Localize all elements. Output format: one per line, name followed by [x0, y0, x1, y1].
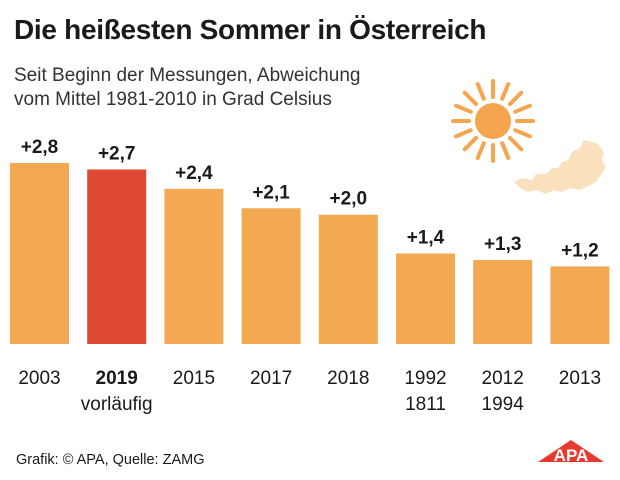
category-label: 2013 [559, 368, 601, 389]
logo-text: APA [554, 446, 589, 465]
category-label: 2019 [96, 368, 138, 389]
bar [318, 214, 378, 344]
data-label: +1,2 [561, 240, 599, 261]
bar [241, 208, 301, 344]
sun-ray [507, 90, 524, 107]
chart-subtitle: Seit Beginn der Messungen, Abweichung vo… [14, 64, 360, 112]
sun-ray [462, 135, 479, 152]
bar [550, 266, 610, 344]
sun-ray [454, 103, 473, 114]
bar [10, 163, 69, 344]
sun-ray [475, 82, 486, 101]
sun-ray [507, 135, 524, 152]
austria-map-icon [514, 140, 606, 194]
category-label-line-2: 1994 [482, 394, 525, 415]
sun-ray [462, 90, 479, 107]
category-label: 2015 [173, 368, 215, 389]
sun-icon [451, 79, 535, 163]
sun-ray [454, 128, 473, 139]
category-label: 2017 [250, 368, 292, 389]
data-label: +2,8 [21, 137, 59, 158]
sun-ray [500, 141, 511, 160]
data-label: +1,4 [407, 228, 445, 249]
data-label: +1,3 [484, 234, 522, 255]
sun-ray [513, 128, 532, 139]
subtitle-line-1: Seit Beginn der Messungen, Abweichung [14, 65, 361, 86]
chart-title: Die heißesten Sommer in Österreich [14, 14, 487, 45]
subtitle-line-2: vom Mittel 1981-2010 in Grad Celsius [14, 89, 332, 110]
category-label-line-2: 1811 [405, 394, 446, 415]
bar [396, 253, 455, 344]
apa-logo: APA [538, 440, 604, 472]
data-label: +2,0 [330, 189, 368, 210]
category-label: 1992 [404, 368, 446, 389]
data-label: +2,4 [175, 163, 213, 184]
sun-ray [475, 141, 486, 160]
bar [164, 188, 224, 344]
category-label: 2003 [18, 368, 60, 389]
category-label: 2012 [482, 368, 524, 389]
data-label: +2,7 [98, 143, 136, 164]
category-label-line-2: vorläufig [81, 394, 153, 415]
bar [87, 169, 147, 344]
source-note: Grafik: © APA, Quelle: ZAMG [16, 452, 205, 468]
category-label: 2018 [327, 368, 369, 389]
sun-ray [513, 103, 532, 114]
sun-ray [500, 82, 511, 101]
bar [473, 259, 533, 344]
data-label: +2,1 [252, 182, 290, 203]
